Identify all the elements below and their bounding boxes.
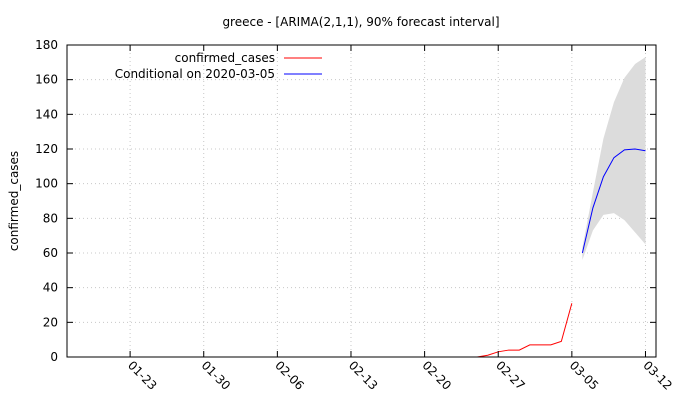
- x-tick-label: 02-27: [493, 358, 528, 393]
- y-tick-label: 100: [35, 177, 58, 191]
- y-tick-label: 120: [35, 142, 58, 156]
- legend-label-confirmed-cases: confirmed_cases: [175, 51, 275, 65]
- x-tick-label: 02-13: [346, 358, 381, 393]
- y-tick-label: 160: [35, 73, 58, 87]
- x-tick-label: 02-06: [272, 358, 307, 393]
- y-tick-label: 180: [35, 38, 58, 52]
- y-tick-label: 40: [43, 281, 58, 295]
- chart-title: greece - [ARIMA(2,1,1), 90% forecast int…: [222, 15, 499, 29]
- axes: 0 20 40 60 80 100 120 140 160 180 01-23 01-30 02-06 0…: [35, 38, 675, 393]
- y-tick-label: 140: [35, 107, 58, 121]
- y-tick-label: 0: [50, 350, 58, 364]
- legend-label-forecast: Conditional on 2020-03-05: [115, 67, 275, 81]
- y-tick-label: 20: [43, 315, 58, 329]
- x-tick-label: 03-12: [640, 358, 675, 393]
- series-line-forecast: [581, 148, 646, 254]
- y-tick-label: 80: [43, 211, 58, 225]
- series-lines: [477, 148, 646, 358]
- y-tick-label: 60: [43, 246, 58, 260]
- plot-border: [66, 44, 657, 358]
- y-axis-label: confirmed_cases: [7, 151, 21, 251]
- legend: confirmed_cases Conditional on 2020-03-0…: [115, 51, 322, 81]
- x-tick-label: 01-23: [125, 358, 160, 393]
- x-tick-label: 03-05: [567, 358, 602, 393]
- x-tick-label: 02-20: [419, 358, 454, 393]
- series-line-confirmed-cases: [477, 303, 573, 358]
- x-tick-label: 01-30: [199, 358, 234, 393]
- grid: [67, 45, 656, 357]
